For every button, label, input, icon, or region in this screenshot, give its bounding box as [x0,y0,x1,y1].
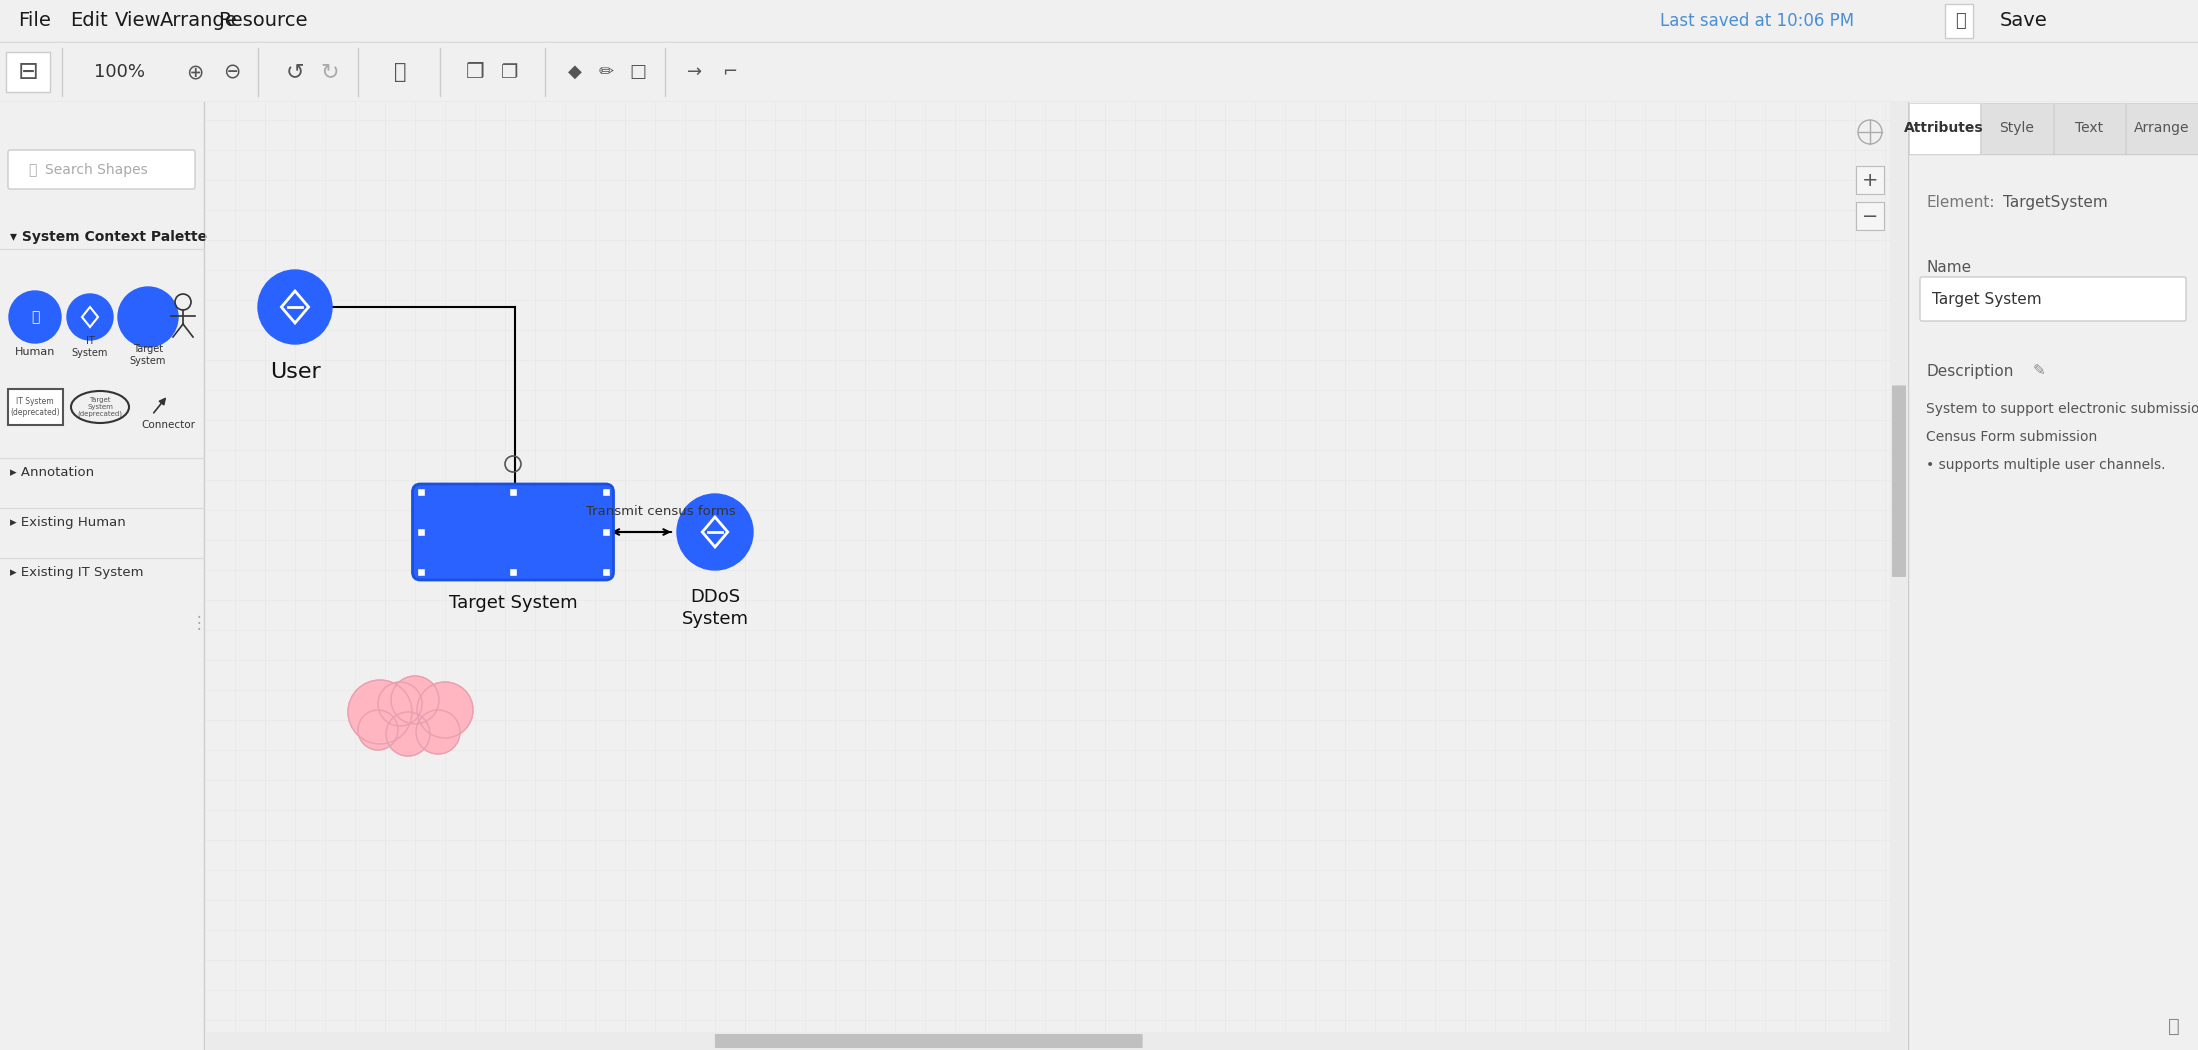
FancyBboxPatch shape [2125,103,2198,153]
Text: • supports multiple user channels.: • supports multiple user channels. [1925,458,2165,472]
Text: IT System
(deprecated): IT System (deprecated) [11,397,59,417]
FancyBboxPatch shape [415,528,424,536]
Circle shape [257,270,332,344]
Text: Edit: Edit [70,12,108,30]
Circle shape [358,710,398,750]
Text: Element:: Element: [1925,194,1994,210]
FancyBboxPatch shape [2053,103,2125,153]
Text: Last saved at 10:06 PM: Last saved at 10:06 PM [1659,12,1855,30]
Text: ▾ System Context Palette: ▾ System Context Palette [11,230,207,244]
Text: Description: Description [1925,363,2013,378]
Text: Target
System
(deprecated): Target System (deprecated) [77,397,123,417]
FancyBboxPatch shape [7,52,51,92]
Text: Text: Text [2075,121,2103,135]
Text: →: → [688,63,703,81]
FancyBboxPatch shape [714,1034,1143,1048]
Text: ⋮: ⋮ [191,614,207,632]
Circle shape [378,682,422,726]
Text: View: View [114,12,160,30]
Text: Target System: Target System [448,594,578,612]
Circle shape [418,682,473,738]
Circle shape [387,712,431,756]
Text: Target System: Target System [1932,292,2042,307]
Text: File: File [18,12,51,30]
Text: ✏: ✏ [598,63,613,81]
Text: 👤: 👤 [31,310,40,324]
Text: ⊕: ⊕ [187,62,204,82]
FancyBboxPatch shape [1890,102,1908,1050]
Text: □: □ [629,63,646,81]
Text: ↺: ↺ [286,62,303,82]
FancyBboxPatch shape [1945,4,1974,38]
Text: Arrange: Arrange [160,12,237,30]
FancyBboxPatch shape [1908,103,1980,153]
Text: Target
System: Target System [130,344,167,365]
Text: System to support electronic submission of: System to support electronic submission … [1925,402,2198,416]
Text: Resource: Resource [218,12,308,30]
FancyBboxPatch shape [1892,385,1906,578]
FancyBboxPatch shape [602,528,609,536]
FancyBboxPatch shape [1921,277,2187,321]
FancyBboxPatch shape [602,488,609,496]
Text: Transmit census forms: Transmit census forms [587,505,736,518]
Circle shape [415,710,459,754]
Text: DDoS
System: DDoS System [681,588,750,628]
FancyBboxPatch shape [1855,202,1884,230]
Text: 🗑: 🗑 [393,62,407,82]
Text: ▸ Existing Human: ▸ Existing Human [11,516,125,528]
FancyBboxPatch shape [1980,103,2053,153]
Circle shape [391,676,440,724]
Text: Search Shapes: Search Shapes [44,163,147,177]
Text: ◆: ◆ [567,63,582,81]
Text: Style: Style [2000,121,2033,135]
Circle shape [347,680,411,744]
Text: ↻: ↻ [321,62,338,82]
Text: 💡: 💡 [2167,1016,2180,1035]
Text: ✎: ✎ [2033,363,2046,378]
FancyBboxPatch shape [415,568,424,576]
Text: ▸ Existing IT System: ▸ Existing IT System [11,566,143,579]
Text: 100%: 100% [95,63,145,81]
Text: ⌐: ⌐ [723,63,739,81]
Text: Human: Human [15,346,55,357]
Text: ⊟: ⊟ [18,60,40,84]
Text: TargetSystem: TargetSystem [2002,194,2108,210]
Text: ❒: ❒ [466,62,484,82]
FancyBboxPatch shape [9,150,196,189]
Text: Attributes: Attributes [1903,121,1985,135]
FancyBboxPatch shape [1855,166,1884,194]
Text: Save: Save [2000,12,2049,30]
FancyBboxPatch shape [415,488,424,496]
Text: 🔍: 🔍 [29,163,37,177]
FancyBboxPatch shape [413,484,613,580]
FancyBboxPatch shape [9,388,64,425]
Text: Name: Name [1925,259,1972,274]
Text: ▸ Annotation: ▸ Annotation [11,465,95,479]
Text: IT
System: IT System [73,336,108,358]
Text: −: − [1862,207,1877,226]
Text: ⊖: ⊖ [224,62,242,82]
Text: +: + [1862,170,1879,189]
Circle shape [677,494,754,570]
Ellipse shape [66,294,112,340]
Text: ❐: ❐ [501,63,519,82]
Circle shape [119,287,178,346]
FancyBboxPatch shape [510,568,517,576]
Text: Arrange: Arrange [2134,121,2189,135]
FancyBboxPatch shape [510,488,517,496]
Ellipse shape [9,291,62,343]
FancyBboxPatch shape [204,1032,1908,1050]
FancyBboxPatch shape [602,568,609,576]
Text: User: User [270,362,321,382]
Text: 🖫: 🖫 [1954,12,1965,30]
Text: Connector: Connector [141,420,196,430]
Text: Census Form submission: Census Form submission [1925,430,2097,444]
